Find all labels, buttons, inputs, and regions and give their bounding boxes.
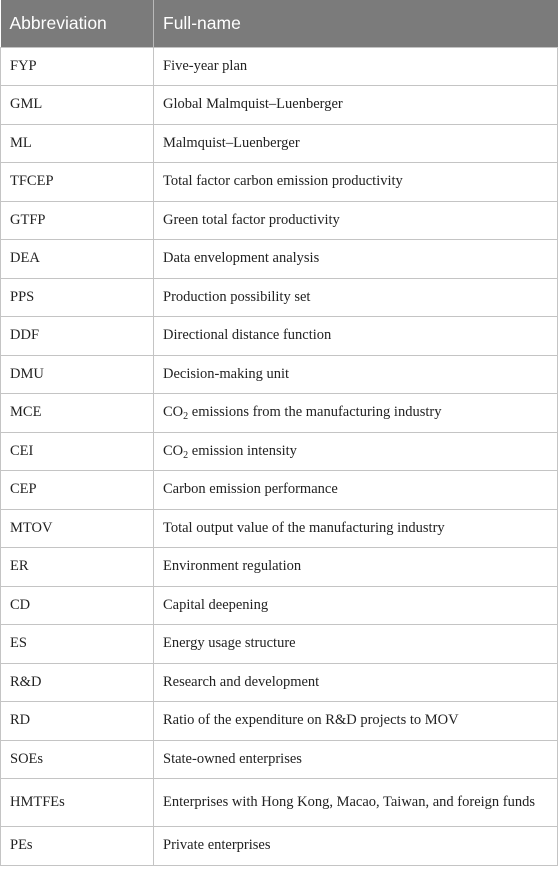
table-header-row: Abbreviation Full-name [0,0,558,47]
full-name-text: emissions from the manufacturing industr… [188,404,442,421]
table-row: PPS Production possibility set [0,277,558,317]
table-row: FYP Five-year plan [0,46,558,86]
full-name-cell: Directional distance function [153,316,558,356]
full-name-cell: Ratio of the expenditure on R&D projects… [153,701,558,741]
table-row: DDF Directional distance function [0,316,558,356]
table-row: GML Global Malmquist–Luenberger [0,85,558,125]
abbreviation-cell: SOEs [0,739,154,779]
full-name-cell: Production possibility set [153,277,558,317]
table-row: CEI CO2 emission intensity [0,431,558,471]
full-name-cell: Research and development [153,662,558,702]
full-name-cell: Data envelopment analysis [153,239,558,279]
abbreviation-cell: DMU [0,354,154,394]
table-row: SOEs State-owned enterprises [0,739,558,779]
abbreviation-cell: GTFP [0,200,154,240]
full-name-cell: Global Malmquist–Luenberger [153,85,558,125]
abbreviation-cell: DDF [0,316,154,356]
full-name-cell: Enterprises with Hong Kong, Macao, Taiwa… [153,778,558,827]
subscript-two: 2 [183,449,189,461]
table-row: PEs Private enterprises [0,826,558,866]
abbreviation-cell: GML [0,85,154,125]
abbreviation-cell: RD [0,701,154,741]
table-row: ER Environment regulation [0,547,558,587]
full-name-cell: Five-year plan [153,46,558,86]
table-row: TFCEP Total factor carbon emission produ… [0,162,558,202]
table-row: RD Ratio of the expenditure on R&D proje… [0,701,558,741]
co2-text: CO [163,404,184,421]
abbreviation-cell: MCE [0,393,154,433]
column-header-abbreviation: Abbreviation [0,0,154,47]
table-row: R&D Research and development [0,662,558,702]
full-name-cell: Decision-making unit [153,354,558,394]
table-row: MCE CO2 emissions from the manufacturing… [0,393,558,433]
abbreviation-cell: R&D [0,662,154,702]
abbreviation-cell: DEA [0,239,154,279]
table-row: MTOV Total output value of the manufactu… [0,508,558,548]
full-name-cell: Environment regulation [153,547,558,587]
subscript-two: 2 [183,411,189,423]
full-name-cell: Malmquist–Luenberger [153,123,558,163]
table-row: CD Capital deepening [0,585,558,625]
abbreviation-cell: PEs [0,826,154,866]
abbreviation-cell: CEP [0,470,154,510]
full-name-cell: Total factor carbon emission productivit… [153,162,558,202]
full-name-cell: Green total factor productivity [153,200,558,240]
full-name-cell: Private enterprises [153,826,558,866]
abbreviation-cell: ML [0,123,154,163]
table-row: ES Energy usage structure [0,624,558,664]
co2-text: CO [163,442,184,459]
full-name-cell: Energy usage structure [153,624,558,664]
abbreviation-cell: PPS [0,277,154,317]
abbreviation-cell: ER [0,547,154,587]
abbreviation-cell: ES [0,624,154,664]
full-name-text: emission intensity [188,442,297,459]
full-name-cell: Capital deepening [153,585,558,625]
abbreviation-cell: CEI [0,431,154,471]
table-row: DMU Decision-making unit [0,354,558,394]
abbreviation-cell: FYP [0,46,154,86]
full-name-cell: Carbon emission performance [153,470,558,510]
table-row: ML Malmquist–Luenberger [0,123,558,163]
table-row: GTFP Green total factor productivity [0,200,558,240]
abbreviation-cell: TFCEP [0,162,154,202]
column-header-full-name: Full-name [153,0,558,47]
abbreviation-cell: MTOV [0,508,154,548]
full-name-cell: CO2 emission intensity [153,431,558,471]
abbreviation-cell: CD [0,585,154,625]
abbreviation-cell: HMTFEs [0,778,154,827]
full-name-cell: State-owned enterprises [153,739,558,779]
table-row: DEA Data envelopment analysis [0,239,558,279]
full-name-cell: Total output value of the manufacturing … [153,508,558,548]
full-name-cell: CO2 emissions from the manufacturing ind… [153,393,558,433]
table-row: HMTFEs Enterprises with Hong Kong, Macao… [0,778,558,827]
table-row: CEP Carbon emission performance [0,470,558,510]
